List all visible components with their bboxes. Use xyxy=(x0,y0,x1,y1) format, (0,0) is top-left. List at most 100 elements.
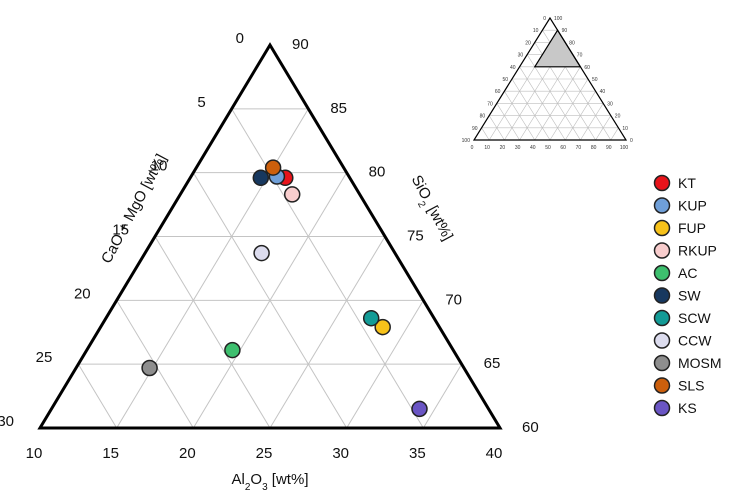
data-point-sw xyxy=(252,169,270,187)
al2o3-tick-label: 20 xyxy=(179,445,196,462)
inset-bottom-tick: 30 xyxy=(515,145,521,151)
legend-label-ac: AC xyxy=(678,265,697,281)
data-point-sls xyxy=(264,159,282,176)
grid-line xyxy=(269,236,386,429)
data-point-ks xyxy=(411,400,428,418)
cao-mgo-tick-label: 15 xyxy=(112,222,129,239)
legend-marker-mosm xyxy=(653,354,671,372)
inset-right-tick: 10 xyxy=(622,126,628,132)
cao-mgo-axis-title: CaO + MgO [wt%] xyxy=(98,151,170,266)
al2o3-tick-label: 15 xyxy=(102,445,119,462)
cao-mgo-tick-label: 0 xyxy=(236,30,244,47)
inset-bottom-tick: 80 xyxy=(591,145,597,151)
legend-label-fup: FUP xyxy=(678,220,706,236)
inset-grid-line xyxy=(511,78,551,141)
inset-left-tick: 30 xyxy=(518,53,524,59)
legend-marker-sw xyxy=(653,287,671,304)
legend-marker-ccw xyxy=(653,332,671,349)
legend-label-ks: KS xyxy=(678,400,697,416)
grid-lines xyxy=(77,108,463,429)
inset-bottom-tick: 100 xyxy=(620,145,629,151)
data-point-mosm xyxy=(141,359,158,377)
inset-grid-line xyxy=(519,54,574,141)
inset-left-tick: 90 xyxy=(472,126,478,132)
inset-left-tick: 70 xyxy=(487,101,493,107)
inset-right-tick: 90 xyxy=(562,28,568,34)
data-point-ac xyxy=(224,341,241,359)
inset-full-ternary: 0102030405060708090100100908070605040302… xyxy=(462,16,633,151)
cao-mgo-tick-label: 10 xyxy=(151,158,168,175)
legend-marker-kup xyxy=(653,197,671,214)
cao-mgo-tick-label: 5 xyxy=(197,94,205,111)
inset-bottom-tick: 60 xyxy=(560,145,566,151)
inset-left-tick: 80 xyxy=(480,114,486,120)
legend-label-mosm: MOSM xyxy=(678,355,722,371)
legend-marker-sls xyxy=(653,377,671,394)
grid-line xyxy=(422,363,463,429)
inset-grid-line xyxy=(481,127,490,141)
legend-marker-ac xyxy=(653,264,671,282)
inset-grid-line xyxy=(526,54,581,141)
inset-grid-line xyxy=(496,103,520,141)
legend-label-ccw: CCW xyxy=(678,333,712,349)
cao-mgo-tick-label: 30 xyxy=(0,413,14,430)
inset-grid-line xyxy=(549,78,589,141)
grid-line xyxy=(116,108,309,429)
legend-marker-fup xyxy=(653,219,671,237)
tick-labels: 90 85 80 75 70 65 60 0 5 10 15 20 25 30 10 15 20 25 30 35 40 xyxy=(0,30,539,462)
inset-left-tick: 50 xyxy=(502,77,508,83)
inset-left-tick: 0 xyxy=(543,16,546,22)
legend-label-kup: KUP xyxy=(678,198,707,214)
sio2-tick-label: 90 xyxy=(292,36,309,53)
grid-line xyxy=(192,172,348,429)
data-points xyxy=(141,159,428,418)
sio2-tick-label: 75 xyxy=(407,228,424,245)
inset-left-tick: 10 xyxy=(533,28,539,34)
sio2-tick-label: 85 xyxy=(330,100,347,117)
grid-line xyxy=(77,363,118,429)
inset-bottom-tick: 10 xyxy=(484,145,490,151)
data-point-ccw xyxy=(253,244,270,262)
inset-grid-line xyxy=(610,127,619,141)
sio2-tick-label: 60 xyxy=(522,419,539,436)
inset-bottom-tick: 90 xyxy=(606,145,612,151)
legend-marker-scw xyxy=(653,309,671,327)
legend-marker-kt xyxy=(653,174,671,192)
inset-right-tick: 70 xyxy=(577,53,583,59)
sio2-tick-label: 70 xyxy=(445,291,462,308)
inset-right-tick: 30 xyxy=(607,101,613,107)
legend-marker-ks xyxy=(653,399,671,417)
grid-line xyxy=(231,108,424,429)
inset-left-tick: 100 xyxy=(462,138,471,144)
cao-mgo-tick-label: 25 xyxy=(36,349,53,366)
inset-highlight-region xyxy=(533,29,582,68)
inset-right-tick: 100 xyxy=(554,16,563,22)
data-point-rkup xyxy=(283,186,301,203)
al2o3-tick-label: 30 xyxy=(332,445,349,462)
inset-left-tick: 40 xyxy=(510,65,516,71)
al2o3-axis-title: Al2O3 [wt%] xyxy=(232,471,309,493)
inset-right-tick: 20 xyxy=(615,114,621,120)
inset-right-tick: 40 xyxy=(600,89,606,95)
data-point-fup xyxy=(374,318,391,336)
grid-line xyxy=(154,236,271,429)
inset-triangle-outline xyxy=(472,16,628,141)
legend-label-sw: SW xyxy=(678,288,701,304)
inset-grid-line xyxy=(580,103,604,141)
al2o3-tick-label: 40 xyxy=(486,445,503,462)
al2o3-tick-label: 10 xyxy=(26,445,43,462)
inset-left-tick: 20 xyxy=(525,40,531,46)
inset-right-tick: 0 xyxy=(630,138,633,144)
ternary-triangle-outline xyxy=(37,42,503,430)
inset-bottom-tick: 70 xyxy=(576,145,582,151)
data-point-scw xyxy=(362,309,380,327)
inset-right-tick: 50 xyxy=(592,77,598,83)
legend-label-scw: SCW xyxy=(678,310,711,326)
legend-label-sls: SLS xyxy=(678,378,704,394)
legend-label-kt: KT xyxy=(678,175,696,191)
legend-label-rkup: RKUP xyxy=(678,243,717,259)
al2o3-tick-label: 25 xyxy=(256,445,273,462)
inset-bottom-tick: 50 xyxy=(545,145,551,151)
sio2-tick-label: 65 xyxy=(484,355,501,372)
